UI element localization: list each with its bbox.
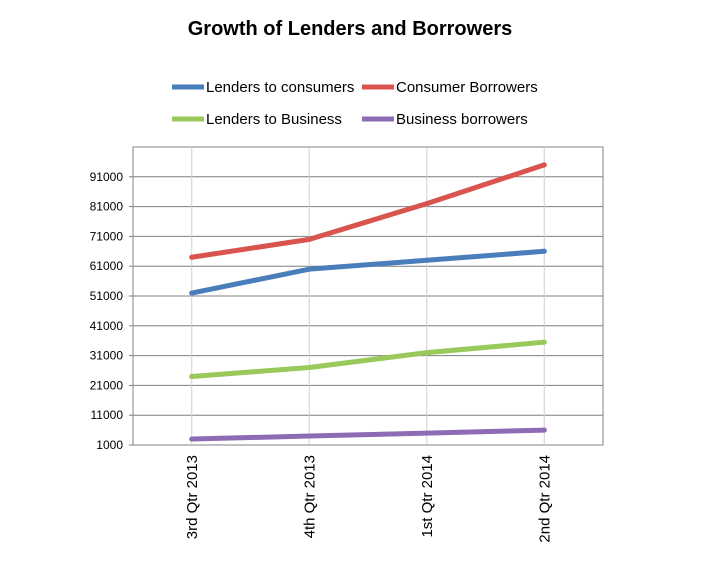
legend-label-lenders-to-consumers: Lenders to consumers: [206, 79, 354, 96]
data-point-business-borrowers: [189, 436, 195, 442]
data-point-consumer-borrowers: [189, 254, 195, 260]
series-line-consumer-borrowers: [189, 162, 547, 260]
y-tick-label: 71000: [90, 229, 124, 243]
series-lenders-to-consumers: [189, 248, 547, 296]
data-point-consumer-borrowers: [306, 236, 312, 242]
y-tick-label: 81000: [90, 200, 124, 214]
series-lines: [189, 162, 547, 442]
data-point-lenders-to-consumers: [424, 257, 430, 263]
data-point-lenders-to-consumers: [189, 290, 195, 296]
y-tick-label: 91000: [90, 170, 124, 184]
legend-item-lenders-to-consumers: Lenders to consumers: [172, 79, 354, 96]
y-tick-label: 51000: [90, 289, 124, 303]
series-line-business-borrowers: [189, 427, 547, 442]
y-tick-label: 21000: [90, 378, 124, 392]
gridlines: [133, 147, 603, 445]
data-point-lenders-to-consumers: [541, 248, 547, 254]
data-point-lenders-to-business: [424, 350, 430, 356]
y-tick-label: 61000: [90, 259, 124, 273]
data-point-lenders-to-consumers: [306, 266, 312, 272]
data-point-lenders-to-business: [189, 373, 195, 379]
y-tick-label: 11000: [91, 408, 124, 422]
data-point-business-borrowers: [424, 430, 430, 436]
y-axis: 91000 81000 71000 61000 51000 41000 31000 21000…: [90, 170, 133, 452]
data-point-lenders-to-business: [306, 365, 312, 371]
x-tick-label: 2nd Qtr 2014: [536, 455, 553, 543]
x-tick-label: 1st Qtr 2014: [419, 455, 436, 538]
legend-item-business-borrowers: Business borrowers: [362, 111, 528, 128]
data-point-business-borrowers: [306, 433, 312, 439]
y-tick-label: 31000: [90, 349, 124, 363]
x-tick-label: 3rd Qtr 2013: [184, 455, 201, 539]
x-axis: 3rd Qtr 2013 4th Qtr 2013 1st Qtr 2014 2nd …: [184, 455, 554, 543]
series-business-borrowers: [189, 427, 547, 442]
legend-label-business-borrowers: Business borrowers: [396, 111, 528, 128]
y-tick-label: 1000: [96, 438, 123, 452]
chart-title: Growth of Lenders and Borrowers: [188, 18, 512, 40]
series-lenders-to-business: [189, 339, 547, 379]
series-line-lenders-to-consumers: [189, 248, 547, 296]
y-tick-label: 41000: [90, 319, 124, 333]
data-point-lenders-to-business: [541, 339, 547, 345]
data-point-business-borrowers: [541, 427, 547, 433]
series-consumer-borrowers: [189, 162, 547, 260]
data-point-consumer-borrowers: [424, 201, 430, 207]
series-line-lenders-to-business: [189, 339, 547, 379]
data-point-consumer-borrowers: [541, 162, 547, 168]
legend: Lenders to consumers Consumer Borrowers …: [172, 79, 538, 128]
legend-label-lenders-to-business: Lenders to Business: [206, 111, 342, 128]
legend-item-consumer-borrowers: Consumer Borrowers: [362, 79, 538, 96]
x-tick-label: 4th Qtr 2013: [301, 455, 318, 538]
legend-label-consumer-borrowers: Consumer Borrowers: [396, 79, 538, 96]
legend-item-lenders-to-business: Lenders to Business: [172, 111, 342, 128]
